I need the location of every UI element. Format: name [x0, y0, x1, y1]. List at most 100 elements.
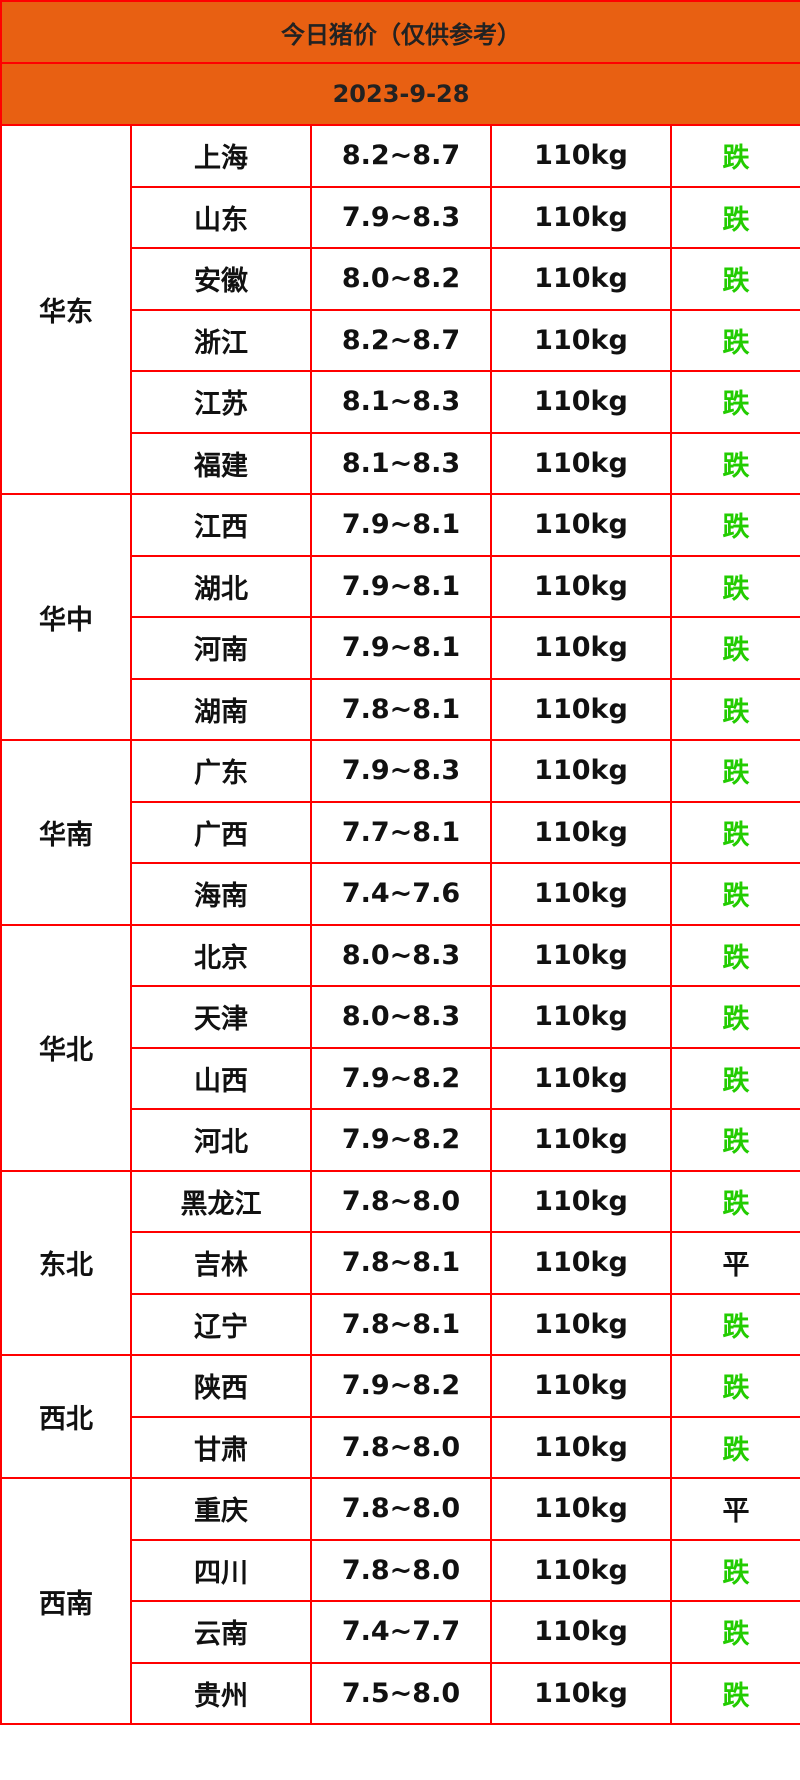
- province-cell: 江苏: [130, 370, 312, 434]
- price-cell: 7.8~8.1: [310, 1231, 492, 1295]
- trend-cell: 跌: [669, 247, 800, 311]
- price-cell: 7.9~8.3: [310, 739, 492, 803]
- price-cell: 7.4~7.6: [310, 862, 492, 926]
- price-cell: 7.9~8.1: [310, 554, 492, 618]
- weight-cell: 110kg: [490, 1661, 672, 1725]
- table-row: 四川 7.8~8.0 110kg 跌: [1, 1538, 800, 1602]
- trend-cell: 跌: [669, 1538, 800, 1602]
- province-cell: 四川: [130, 1538, 312, 1602]
- province-cell: 辽宁: [130, 1292, 312, 1356]
- province-cell: 广西: [130, 800, 312, 864]
- price-cell: 7.8~8.0: [310, 1538, 492, 1602]
- trend-cell: 跌: [669, 185, 800, 249]
- weight-cell: 110kg: [490, 124, 672, 188]
- price-cell: 8.0~8.3: [310, 985, 492, 1049]
- trend-cell: 跌: [669, 862, 800, 926]
- province-cell: 山东: [130, 185, 312, 249]
- trend-cell: 跌: [669, 1661, 800, 1725]
- trend-cell: 跌: [669, 370, 800, 434]
- weight-cell: 110kg: [490, 308, 672, 372]
- trend-cell: 跌: [669, 1600, 800, 1664]
- trend-cell: 跌: [669, 1046, 800, 1110]
- table-row: 安徽 8.0~8.2 110kg 跌: [1, 247, 800, 311]
- table-row: 福建 8.1~8.3 110kg 跌: [1, 431, 800, 495]
- weight-cell: 110kg: [490, 1292, 672, 1356]
- region-cell: 华北: [0, 923, 132, 1172]
- table-row: 华南 广东 7.9~8.3 110kg 跌: [0, 739, 800, 926]
- trend-cell: 跌: [669, 1169, 800, 1233]
- table-row: 湖南 7.8~8.1 110kg 跌: [1, 677, 800, 741]
- price-cell: 8.0~8.3: [310, 923, 492, 987]
- province-cell: 陕西: [130, 1354, 312, 1418]
- price-cell: 7.7~8.1: [310, 800, 492, 864]
- province-cell: 上海: [130, 124, 312, 188]
- trend-cell: 跌: [669, 308, 800, 372]
- province-cell: 广东: [130, 739, 312, 803]
- province-cell: 云南: [130, 1600, 312, 1664]
- table-row: 华东 上海 8.2~8.7 110kg 跌: [0, 124, 800, 495]
- trend-cell: 跌: [669, 431, 800, 495]
- price-cell: 7.8~8.0: [310, 1477, 492, 1541]
- trend-cell: 平: [669, 1477, 800, 1541]
- price-cell: 7.8~8.0: [310, 1415, 492, 1479]
- price-cell: 7.4~7.7: [310, 1600, 492, 1664]
- trend-cell: 跌: [669, 1292, 800, 1356]
- table-row: 西北 陕西 7.9~8.2 110kg 跌: [0, 1354, 800, 1479]
- table-date: 2023-9-28: [0, 62, 800, 126]
- price-cell: 8.0~8.2: [310, 247, 492, 311]
- table-row: 江苏 8.1~8.3 110kg 跌: [1, 370, 800, 434]
- trend-cell: 跌: [669, 616, 800, 680]
- province-cell: 贵州: [130, 1661, 312, 1725]
- table-row: 华中 江西 7.9~8.1 110kg 跌: [0, 493, 800, 741]
- weight-cell: 110kg: [490, 1354, 672, 1418]
- price-cell: 8.1~8.3: [310, 431, 492, 495]
- table-row: 甘肃 7.8~8.0 110kg 跌: [1, 1415, 800, 1479]
- province-cell: 北京: [130, 923, 312, 987]
- price-cell: 7.5~8.0: [310, 1661, 492, 1725]
- trend-cell: 平: [669, 1231, 800, 1295]
- weight-cell: 110kg: [490, 1477, 672, 1541]
- price-cell: 7.9~8.1: [310, 493, 492, 557]
- weight-cell: 110kg: [490, 247, 672, 311]
- province-cell: 湖北: [130, 554, 312, 618]
- price-cell: 7.8~8.1: [310, 1292, 492, 1356]
- province-cell: 海南: [130, 862, 312, 926]
- province-cell: 河南: [130, 616, 312, 680]
- table-row: 吉林 7.8~8.1 110kg 平: [1, 1231, 800, 1295]
- region-cell: 华东: [0, 124, 132, 495]
- table-row: 湖北 7.9~8.1 110kg 跌: [1, 554, 800, 618]
- trend-cell: 跌: [669, 1415, 800, 1479]
- trend-cell: 跌: [669, 124, 800, 188]
- weight-cell: 110kg: [490, 185, 672, 249]
- trend-cell: 跌: [669, 1354, 800, 1418]
- trend-cell: 跌: [669, 1108, 800, 1172]
- table-row: 东北 黑龙江 7.8~8.0 110kg 跌: [0, 1169, 800, 1356]
- table-row: 河北 7.9~8.2 110kg 跌: [1, 1108, 800, 1172]
- weight-cell: 110kg: [490, 1169, 672, 1233]
- price-cell: 8.2~8.7: [310, 124, 492, 188]
- region-cell: 华南: [0, 739, 132, 926]
- province-cell: 黑龙江: [130, 1169, 312, 1233]
- table-row: 海南 7.4~7.6 110kg 跌: [1, 862, 800, 926]
- price-cell: 7.8~8.1: [310, 677, 492, 741]
- table-row: 天津 8.0~8.3 110kg 跌: [1, 985, 800, 1049]
- province-cell: 浙江: [130, 308, 312, 372]
- province-cell: 天津: [130, 985, 312, 1049]
- weight-cell: 110kg: [490, 554, 672, 618]
- weight-cell: 110kg: [490, 1231, 672, 1295]
- table-row: 华北 北京 8.0~8.3 110kg 跌: [0, 923, 800, 1172]
- weight-cell: 110kg: [490, 677, 672, 741]
- province-cell: 重庆: [130, 1477, 312, 1541]
- region-cell: 西北: [0, 1354, 132, 1479]
- weight-cell: 110kg: [490, 985, 672, 1049]
- price-cell: 7.9~8.3: [310, 185, 492, 249]
- trend-cell: 跌: [669, 739, 800, 803]
- price-cell: 8.1~8.3: [310, 370, 492, 434]
- table-row: 西南 重庆 7.8~8.0 110kg 平: [0, 1477, 800, 1725]
- weight-cell: 110kg: [490, 616, 672, 680]
- table-row: 贵州 7.5~8.0 110kg 跌: [1, 1661, 800, 1725]
- trend-cell: 跌: [669, 800, 800, 864]
- weight-cell: 110kg: [490, 431, 672, 495]
- weight-cell: 110kg: [490, 862, 672, 926]
- weight-cell: 110kg: [490, 493, 672, 557]
